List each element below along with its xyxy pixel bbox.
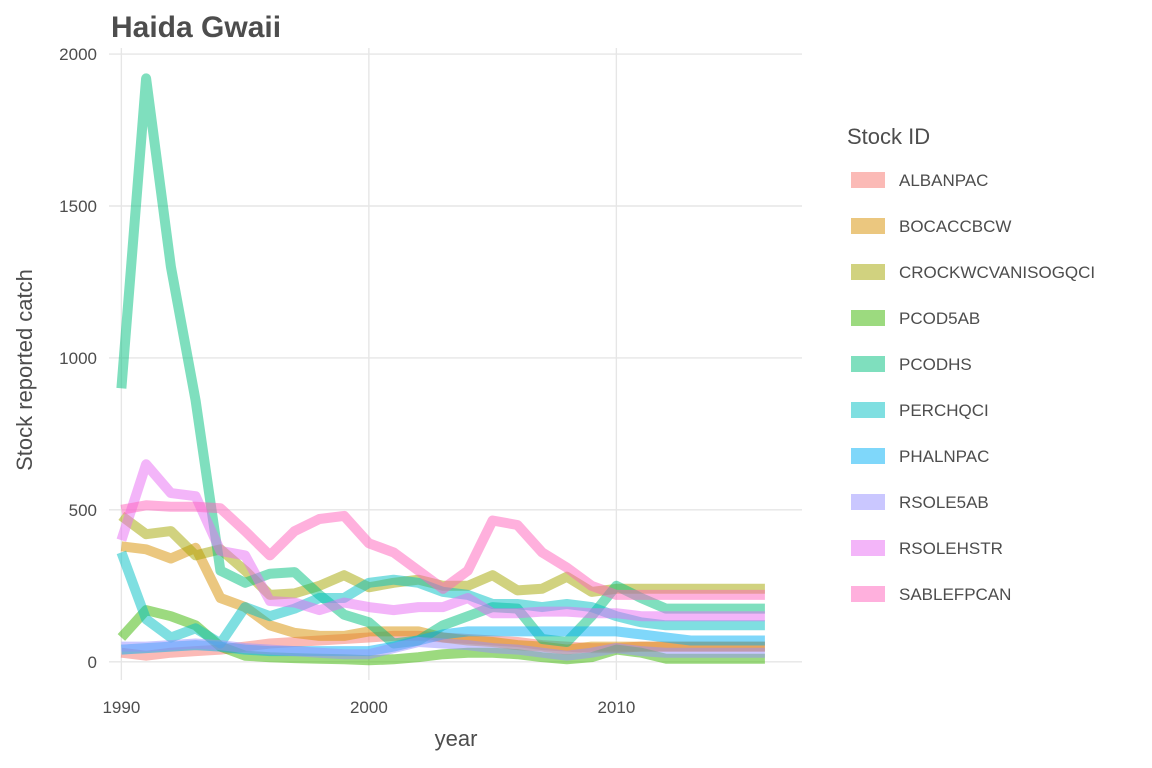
series-line-sablefpcan — [120, 500, 765, 600]
legend-label: ALBANPAC — [899, 171, 988, 190]
y-axis-title: Stock reported catch — [12, 269, 37, 471]
legend-swatch — [851, 448, 885, 464]
x-tick-label: 2010 — [597, 698, 635, 717]
legend-label: BOCACCBCW — [899, 217, 1011, 236]
x-tick-label: 2000 — [350, 698, 388, 717]
legend-label: PCODHS — [899, 355, 972, 374]
x-axis-ticks: 1990 2000 2010 — [102, 698, 635, 717]
legend-label: PCOD5AB — [899, 309, 980, 328]
legend-swatch — [851, 172, 885, 188]
legend-swatch — [851, 586, 885, 602]
legend-label: CROCKWCVANISOGQCI — [899, 263, 1095, 282]
legend-label: RSOLEHSTR — [899, 539, 1003, 558]
legend-title: Stock ID — [847, 124, 930, 149]
legend-swatch — [851, 264, 885, 280]
series-line-rsolehstr — [116, 459, 765, 622]
legend-swatch — [851, 494, 885, 510]
legend-swatch — [851, 310, 885, 326]
legend-swatch — [851, 402, 885, 418]
series-line-pcodhs — [116, 73, 765, 649]
y-tick-label: 1000 — [59, 349, 97, 368]
legend-swatch — [851, 356, 885, 372]
legend-label: PHALNPAC — [899, 447, 989, 466]
legend-items: ALBANPAC BOCACCBCW CROCKWCVANISOGQCI PCOD5A… — [851, 171, 1095, 604]
legend-label: SABLEFPCAN — [899, 585, 1011, 604]
series-line-rsole5ab — [121, 637, 765, 661]
legend: Stock ID ALBANPAC BOCACCBCW CROCKWCVANISOG… — [847, 124, 1095, 604]
x-axis-title: year — [435, 726, 478, 751]
y-tick-label: 1500 — [59, 197, 97, 216]
legend-swatch — [851, 218, 885, 234]
series-lines — [116, 73, 765, 666]
legend-label: RSOLE5AB — [899, 493, 989, 512]
chart-title: Haida Gwaii — [111, 11, 281, 44]
y-axis-ticks: 0 500 1000 1500 2000 — [59, 45, 97, 672]
y-tick-label: 0 — [88, 653, 97, 672]
y-tick-label: 500 — [69, 501, 97, 520]
y-tick-label: 2000 — [59, 45, 97, 64]
legend-swatch — [851, 540, 885, 556]
x-tick-label: 1990 — [102, 698, 140, 717]
legend-label: PERCHQCI — [899, 401, 989, 420]
